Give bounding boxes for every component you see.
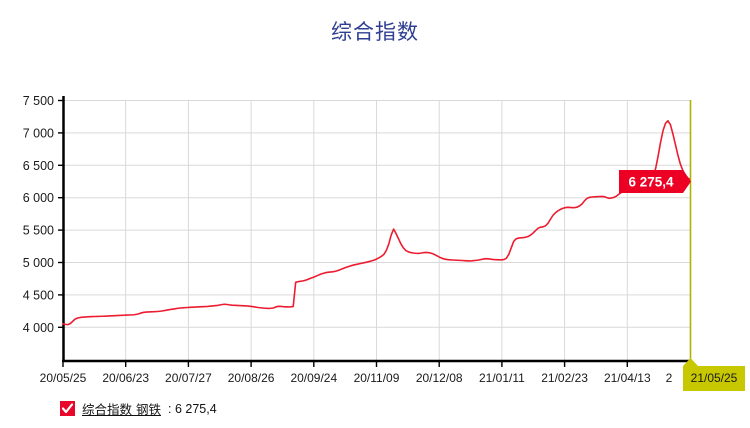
legend-value-number: 6 275,4 [174,401,217,416]
x-tick-label: 20/07/27 [165,371,212,385]
chart-title: 综合指数 [331,20,419,44]
x-axis-ticks [62,361,691,367]
x-tick-label: 20/12/08 [416,371,463,385]
x-tick-label: 21/04/13 [604,371,651,385]
value-tooltip-badge[interactable]: 6 275,4 [619,170,691,193]
y-tick-label: 7 500 [23,94,54,108]
x-tick-label: 20/06/23 [102,371,149,385]
y-tick-label: 4 000 [23,321,54,335]
x-tick-label: 20/05/25 [40,371,87,385]
legend-series-label[interactable]: 综合指数 钢铁 [82,402,161,417]
value-tooltip-text: 6 275,4 [628,175,674,190]
y-tick-label: 6 000 [23,191,54,205]
y-tick-label: 4 500 [23,288,54,302]
y-axis-ticks [58,99,63,328]
y-tick-label: 5 500 [23,224,54,238]
legend-separator: : [167,401,175,416]
x-tick-label: 21/02/23 [541,371,588,385]
series-line-综合指数-钢铁 [62,119,691,326]
x-tick-label: 21/01/11 [479,371,525,385]
legend-checkbox[interactable] [60,401,75,416]
x-tick-label: 20/09/24 [290,371,337,385]
vertical-gridlines [125,100,628,360]
x-tick-label-partial: 2 [666,371,673,385]
y-tick-label: 5 000 [23,256,54,270]
legend[interactable]: 综合指数 钢铁 : 6 275,4 [60,399,217,418]
chart-plot-area: 7 500 7 000 6 500 6 000 5 500 5 000 4 50… [23,94,745,391]
x-tick-label: 20/08/26 [228,371,275,385]
y-tick-label: 6 500 [23,159,54,173]
legend-series-value: : 6 275,4 [168,402,217,416]
cursor-date-label-text: 21/05/25 [691,371,738,385]
cursor-date-label[interactable]: 21/05/25 [683,358,745,391]
check-icon [61,403,74,414]
x-tick-label: 20/11/09 [354,371,400,385]
y-tick-label: 7 000 [23,126,54,140]
